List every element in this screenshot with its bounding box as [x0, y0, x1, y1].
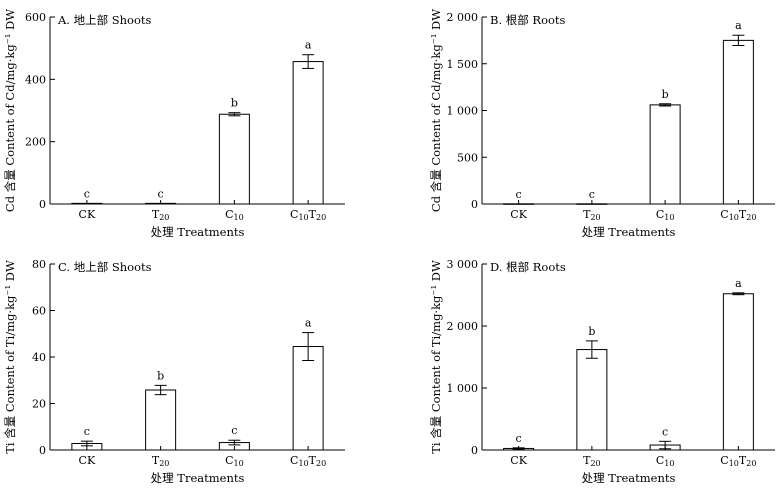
bar: [649, 104, 681, 205]
error-bar: [732, 292, 745, 296]
significance-letter: c: [516, 432, 522, 445]
panel-title: D. 根部 Roots: [490, 260, 566, 274]
panel-title: A. 地上部 Shoots: [57, 13, 152, 27]
significance-letter: c: [84, 425, 90, 438]
x-tick-label: CK: [510, 454, 527, 467]
x-tick-label: CK: [510, 208, 527, 221]
x-tick-label: C10: [225, 454, 244, 468]
y-axis-title: Cd 含量 Content of Cd/mg·kg⁻¹ DW: [429, 9, 443, 212]
x-axis-title: 处理 Treatments: [582, 225, 676, 239]
y-tick-label: 1 000: [447, 382, 479, 395]
bar: [292, 61, 324, 205]
error-bar: [302, 54, 315, 69]
bar: [576, 349, 608, 451]
chart-panel-3: 0 20 40 60 80 C. 地上部 Shoots Ti 含量 Content of T…: [3, 258, 345, 485]
significance-letter: c: [158, 187, 164, 200]
significance-letter: c: [589, 188, 595, 201]
x-tick-label: T20: [583, 454, 601, 468]
bar: [722, 293, 754, 451]
y-tick-label: 500: [457, 151, 478, 164]
significance-letter: c: [231, 424, 237, 437]
y-tick-label: 600: [25, 11, 46, 24]
significance-letter: a: [735, 19, 742, 32]
significance-letter: c: [662, 425, 668, 438]
significance-letter: a: [305, 317, 312, 330]
x-tick-label: C10T20: [290, 454, 326, 468]
error-bar: [585, 340, 598, 359]
significance-letter: a: [735, 277, 742, 290]
x-tick-label: C10: [656, 454, 675, 468]
y-tick-label: 80: [32, 258, 46, 271]
x-tick-label: C10: [225, 208, 244, 222]
y-tick-label: 1 500: [447, 58, 479, 71]
y-axis-title: Ti 含量 Content of Ti/mg·kg⁻¹ DW: [3, 260, 17, 454]
x-tick-label: CK: [79, 454, 96, 467]
significance-letter: b: [157, 369, 164, 382]
error-bar: [228, 439, 241, 446]
x-tick-label: C10T20: [290, 208, 326, 222]
x-tick-label: CK: [79, 208, 96, 221]
bar: [145, 389, 177, 451]
y-axis-title: Ti 含量 Content of Ti/mg·kg⁻¹ DW: [429, 260, 443, 454]
x-tick-label: T20: [152, 208, 170, 222]
y-tick-label: 0: [39, 198, 46, 211]
y-tick-label: 200: [25, 136, 46, 149]
y-tick-label: 400: [25, 73, 46, 86]
error-bar: [228, 112, 241, 117]
panel-title: C. 地上部 Shoots: [58, 260, 152, 274]
y-tick-label: 0: [39, 444, 46, 457]
y-tick-label: 2 000: [447, 11, 479, 24]
bar: [292, 346, 324, 451]
significance-letter: c: [516, 188, 522, 201]
chart-panel-1: 0 200 400 600 A. 地上部 Shoots Cd 含量 Content of …: [3, 9, 345, 239]
y-tick-label: 0: [471, 198, 478, 211]
y-tick-label: 2 000: [447, 320, 479, 333]
bar: [218, 113, 250, 205]
significance-letter: c: [84, 187, 90, 200]
chart-panel-4: 0 1 000 2 000 3 000 D. 根部 Roots Ti 含量 Content…: [429, 258, 775, 485]
x-tick-label: C10T20: [720, 208, 756, 222]
bar: [722, 39, 754, 205]
y-tick-label: 0: [471, 444, 478, 457]
significance-letter: a: [305, 39, 312, 52]
error-bar: [154, 384, 167, 396]
y-tick-label: 20: [32, 398, 46, 411]
significance-letter: b: [662, 88, 669, 101]
x-tick-label: C10: [656, 208, 675, 222]
error-bar: [659, 440, 672, 450]
x-axis-title: 处理 Treatments: [582, 471, 676, 485]
y-axis-title: Cd 含量 Content of Cd/mg·kg⁻¹ DW: [3, 9, 17, 212]
x-tick-label: T20: [152, 454, 170, 468]
error-bar: [80, 440, 93, 447]
y-tick-label: 3 000: [447, 258, 479, 271]
y-tick-label: 60: [32, 305, 46, 318]
x-tick-label: C10T20: [720, 454, 756, 468]
panel-title: B. 根部 Roots: [490, 13, 566, 27]
significance-letter: b: [588, 325, 595, 338]
significance-letter: b: [231, 97, 238, 110]
error-bar: [512, 447, 525, 450]
x-axis-title: 处理 Treatments: [151, 471, 245, 485]
chart-panel-2: 0 500 1 000 1 500 2 000 B. 根部 Roots Cd 含量 Cont…: [429, 9, 775, 239]
y-tick-label: 40: [32, 351, 46, 364]
x-axis-title: 处理 Treatments: [151, 225, 245, 239]
error-bar: [659, 103, 672, 107]
error-bar: [302, 332, 315, 361]
error-bar: [732, 34, 745, 47]
x-tick-label: T20: [583, 208, 601, 222]
y-tick-label: 1 000: [447, 105, 479, 118]
